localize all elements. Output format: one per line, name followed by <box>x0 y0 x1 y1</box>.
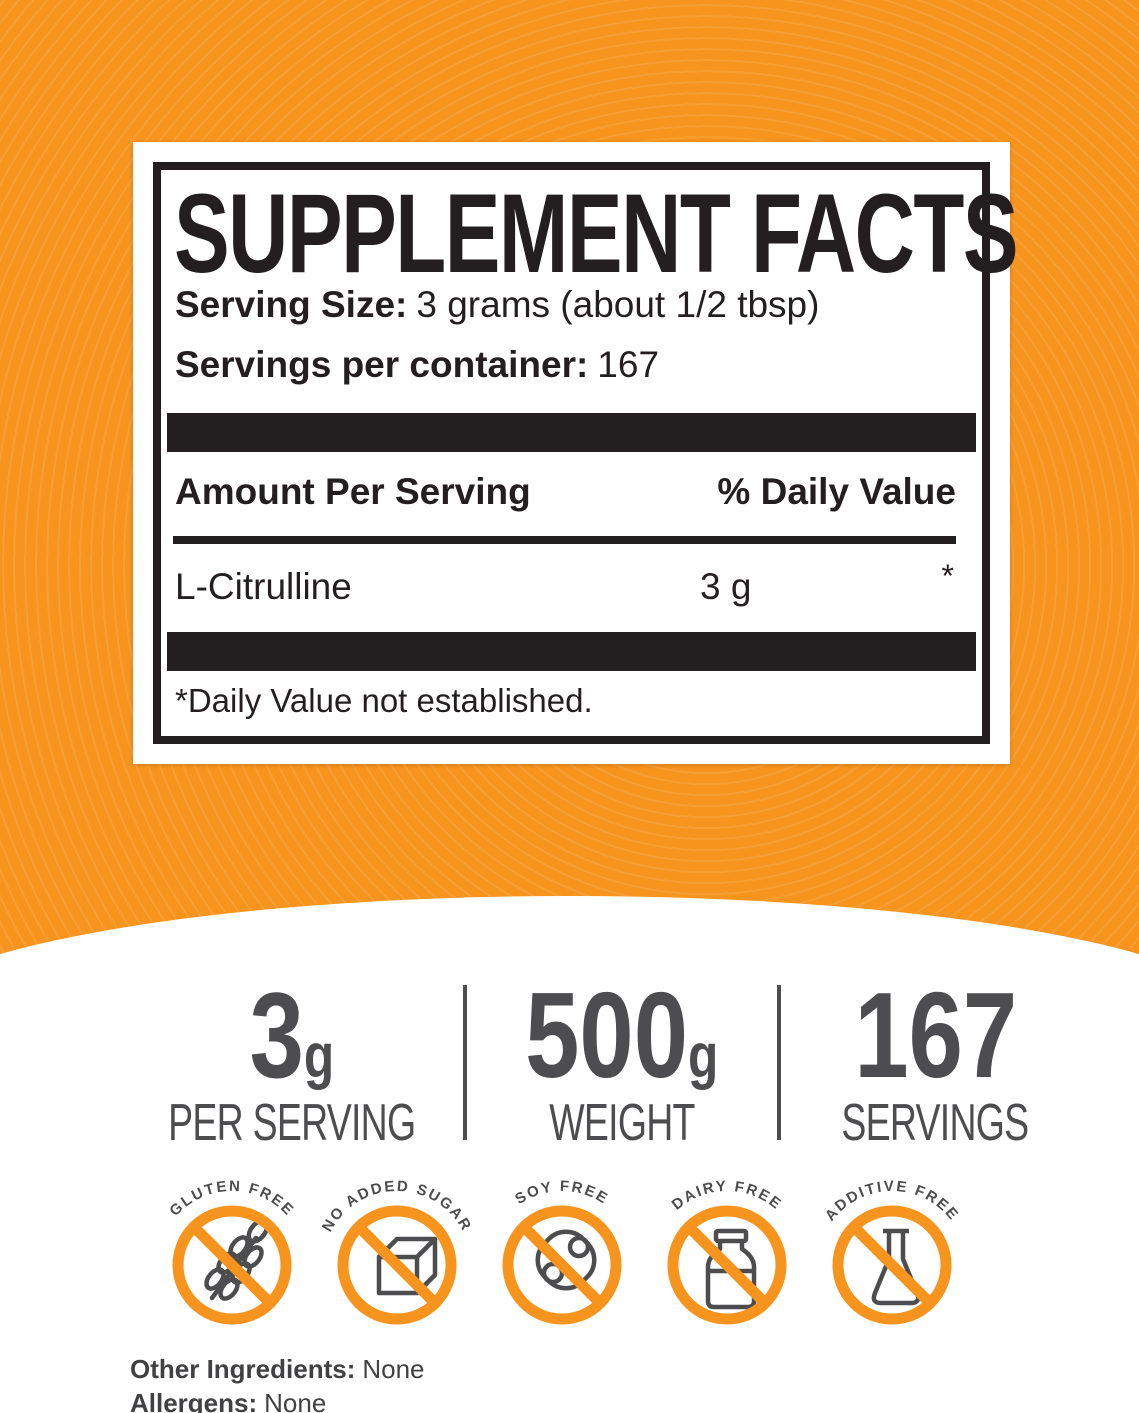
stat-value: 500 <box>525 967 689 1103</box>
stat-value: 3 <box>249 967 304 1103</box>
panel-border-frame: SUPPLEMENT FACTS Serving Size: 3 grams (a… <box>153 162 1019 744</box>
servings-per-container-line: Servings per container: 167 <box>175 346 659 383</box>
badge-additive-free: ADDITIVE FREE <box>812 1165 972 1325</box>
ingredient-daily-value: * <box>941 558 954 594</box>
ingredient-amount: 3 g <box>700 566 752 607</box>
column-amount-per-serving: Amount Per Serving <box>175 471 531 512</box>
column-daily-value: % Daily Value <box>717 471 956 512</box>
badge-gluten-free: GLUTEN FREE <box>152 1165 312 1325</box>
allergens-value: None <box>264 1388 327 1413</box>
ingredient-name: L-Citrulline <box>175 566 352 607</box>
svg-text:ADDITIVE FREE: ADDITIVE FREE <box>822 1178 963 1224</box>
header-rule <box>173 536 956 544</box>
stats-row: 3g PER SERVING 500g WEIGHT 167 SERVINGS <box>120 974 1090 1149</box>
table-row: L-Citrulline 3 g * <box>175 560 956 614</box>
stat-label: WEIGHT <box>549 1093 695 1152</box>
daily-value-footnote: *Daily Value not established. <box>175 682 593 719</box>
badges-row: GLUTEN FREE NO ADDED SUGAR <box>152 1165 972 1325</box>
stat-weight: 500g WEIGHT <box>463 974 776 1149</box>
allergens-label: Allergens: <box>130 1388 258 1413</box>
separator-bar <box>167 413 976 452</box>
other-ingredients-value: None <box>362 1354 425 1384</box>
stat-label: PER SERVING <box>168 1093 416 1152</box>
stat-per-serving: 3g PER SERVING <box>120 974 463 1149</box>
wheat-icon: GLUTEN FREE <box>166 1178 296 1325</box>
panel-title: SUPPLEMENT FACTS <box>174 171 1019 296</box>
servings-per-container-label: Servings per container: <box>175 344 589 385</box>
curved-white-section <box>0 896 1139 1413</box>
stat-unit: g <box>303 1022 335 1091</box>
flask-icon: ADDITIVE FREE <box>822 1178 963 1325</box>
stat-label: SERVINGS <box>841 1093 1030 1152</box>
other-ingredients-line: Other Ingredients: None <box>130 1352 425 1386</box>
serving-size-label: Serving Size: <box>175 284 408 325</box>
servings-per-container-value: 167 <box>597 344 660 385</box>
stat-unit: g <box>688 1022 719 1091</box>
stat-value: 167 <box>853 967 1017 1103</box>
svg-text:SOY FREE: SOY FREE <box>512 1178 612 1208</box>
allergens-line: Allergens: None <box>130 1386 425 1413</box>
milk-bottle-icon: DAIRY FREE <box>667 1178 787 1325</box>
soybean-icon: SOY FREE <box>502 1178 622 1325</box>
footer-notes: Other Ingredients: None Allergens: None <box>130 1352 425 1413</box>
badge-dairy-free: DAIRY FREE <box>647 1165 807 1325</box>
serving-size-line: Serving Size: 3 grams (about 1/2 tbsp) <box>175 286 819 323</box>
other-ingredients-label: Other Ingredients: <box>130 1354 356 1384</box>
serving-size-value: 3 grams (about 1/2 tbsp) <box>416 284 820 325</box>
badge-soy-free: SOY FREE <box>482 1165 642 1325</box>
stat-servings: 167 SERVINGS <box>776 974 1090 1149</box>
separator-bar <box>167 632 976 671</box>
supplement-facts-panel: SUPPLEMENT FACTS Serving Size: 3 grams (a… <box>133 142 1019 764</box>
table-header-row: Amount Per Serving % Daily Value <box>175 473 956 513</box>
sugar-cube-icon: NO ADDED SUGAR <box>319 1178 473 1325</box>
badge-no-added-sugar: NO ADDED SUGAR <box>317 1165 477 1325</box>
